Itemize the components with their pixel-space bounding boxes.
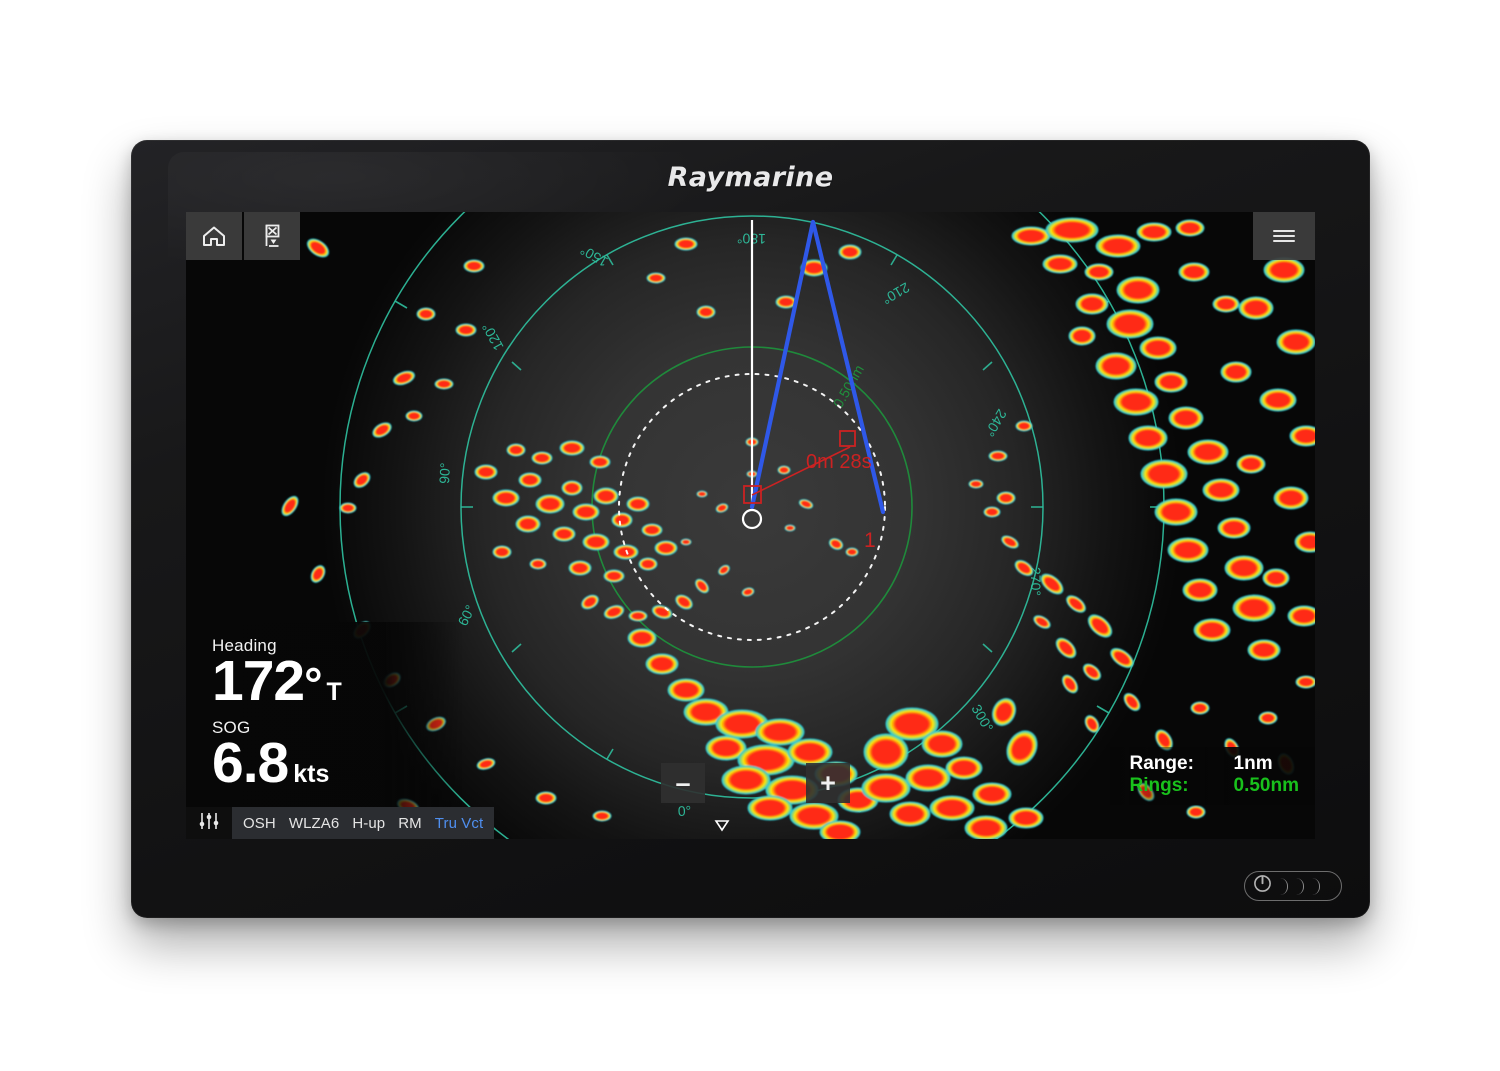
bearing-label-150: 150° <box>577 242 610 270</box>
sog-label: SOG <box>212 717 251 737</box>
sliders-icon <box>198 811 220 836</box>
home-icon <box>201 224 227 248</box>
main-menu-button[interactable] <box>1253 212 1315 260</box>
cpa-marker-own <box>743 485 762 504</box>
range-value: 1nm <box>1233 753 1273 774</box>
navigation-data-panel: Heading 172 ° T SOG 6.8 kts <box>186 622 462 807</box>
heading-label: Heading <box>212 636 277 656</box>
drop-waypoint-icon <box>259 223 285 249</box>
rings-value: 0.50nm <box>1233 775 1299 796</box>
mfd-screen: 60° 90° 120° 150° 180° 210° 240° 270° 30… <box>186 212 1315 839</box>
zoom-out-button[interactable]: – <box>661 763 705 803</box>
signal-arc-2-icon <box>1296 877 1304 895</box>
target-vectors <box>749 219 886 515</box>
status-item-osh[interactable]: OSH <box>243 814 276 832</box>
course-indicator-arrow <box>714 820 730 832</box>
radar-canvas: 60° 90° 120° 150° 180° 210° 240° 270° 30… <box>281 212 1315 839</box>
heading-reference: T <box>326 678 342 707</box>
status-items-group: OSH WLZA6 H-up RM Tru Vct <box>232 807 495 839</box>
status-bar: OSH WLZA6 H-up RM Tru Vct <box>186 807 495 839</box>
plus-icon: + <box>820 767 836 798</box>
heading-value: 172 <box>212 649 305 714</box>
status-item-rm[interactable]: RM <box>398 814 422 832</box>
sog-value-row: 6.8 kts <box>212 730 462 795</box>
status-item-tru-vct[interactable]: Tru Vct <box>434 814 484 832</box>
range-readout: Range: 1nm Rings: 0.50nm <box>1109 747 1315 805</box>
drop-waypoint-button[interactable] <box>244 212 300 260</box>
signal-arc-3-icon <box>1312 877 1320 895</box>
heading-value-row: 172 ° T <box>212 649 462 714</box>
status-item-wlza6[interactable]: WLZA6 <box>288 814 340 832</box>
cpa-tcpa-text: 0m 28s <box>806 451 872 473</box>
radar-echo-returns <box>281 217 1315 839</box>
target-id-label: 1 <box>864 529 876 552</box>
top-left-toolbar <box>186 212 302 260</box>
bearing-label-120: 120° <box>479 320 507 353</box>
range-row: Range: 1nm <box>1130 753 1299 775</box>
sog-unit: kts <box>293 759 330 788</box>
radar-settings-button[interactable] <box>186 807 232 839</box>
sog-value: 6.8 <box>212 730 289 795</box>
range-label: Range: <box>1129 753 1194 774</box>
rings-row: Rings: 0.50nm <box>1130 775 1299 797</box>
minus-icon: – <box>675 767 691 798</box>
bearing-label-0: 0° <box>678 803 692 819</box>
status-item-hup[interactable]: H-up <box>352 814 386 832</box>
mfd-device-bezel: Raymarine <box>131 140 1370 918</box>
cpa-marker-target <box>839 430 856 447</box>
heading-degree-symbol: ° <box>304 658 322 711</box>
zoom-in-button[interactable]: + <box>806 763 850 803</box>
guard-zone-circle <box>618 373 886 641</box>
own-ship-marker <box>741 508 763 530</box>
rings-label: Rings: <box>1129 775 1189 796</box>
home-button[interactable] <box>186 212 242 260</box>
raymarine-logo: Raymarine <box>667 162 834 193</box>
bearing-label-240: 240° <box>982 406 1011 439</box>
hamburger-menu-icon <box>1273 227 1295 245</box>
bearing-label-90: 90° <box>436 462 453 484</box>
bearing-label-210: 210° <box>879 279 912 307</box>
power-button[interactable] <box>1244 871 1342 901</box>
power-icon <box>1253 874 1272 898</box>
signal-arc-1-icon <box>1280 877 1288 895</box>
cpa-overlay: 0m 28s 1 <box>743 430 876 552</box>
